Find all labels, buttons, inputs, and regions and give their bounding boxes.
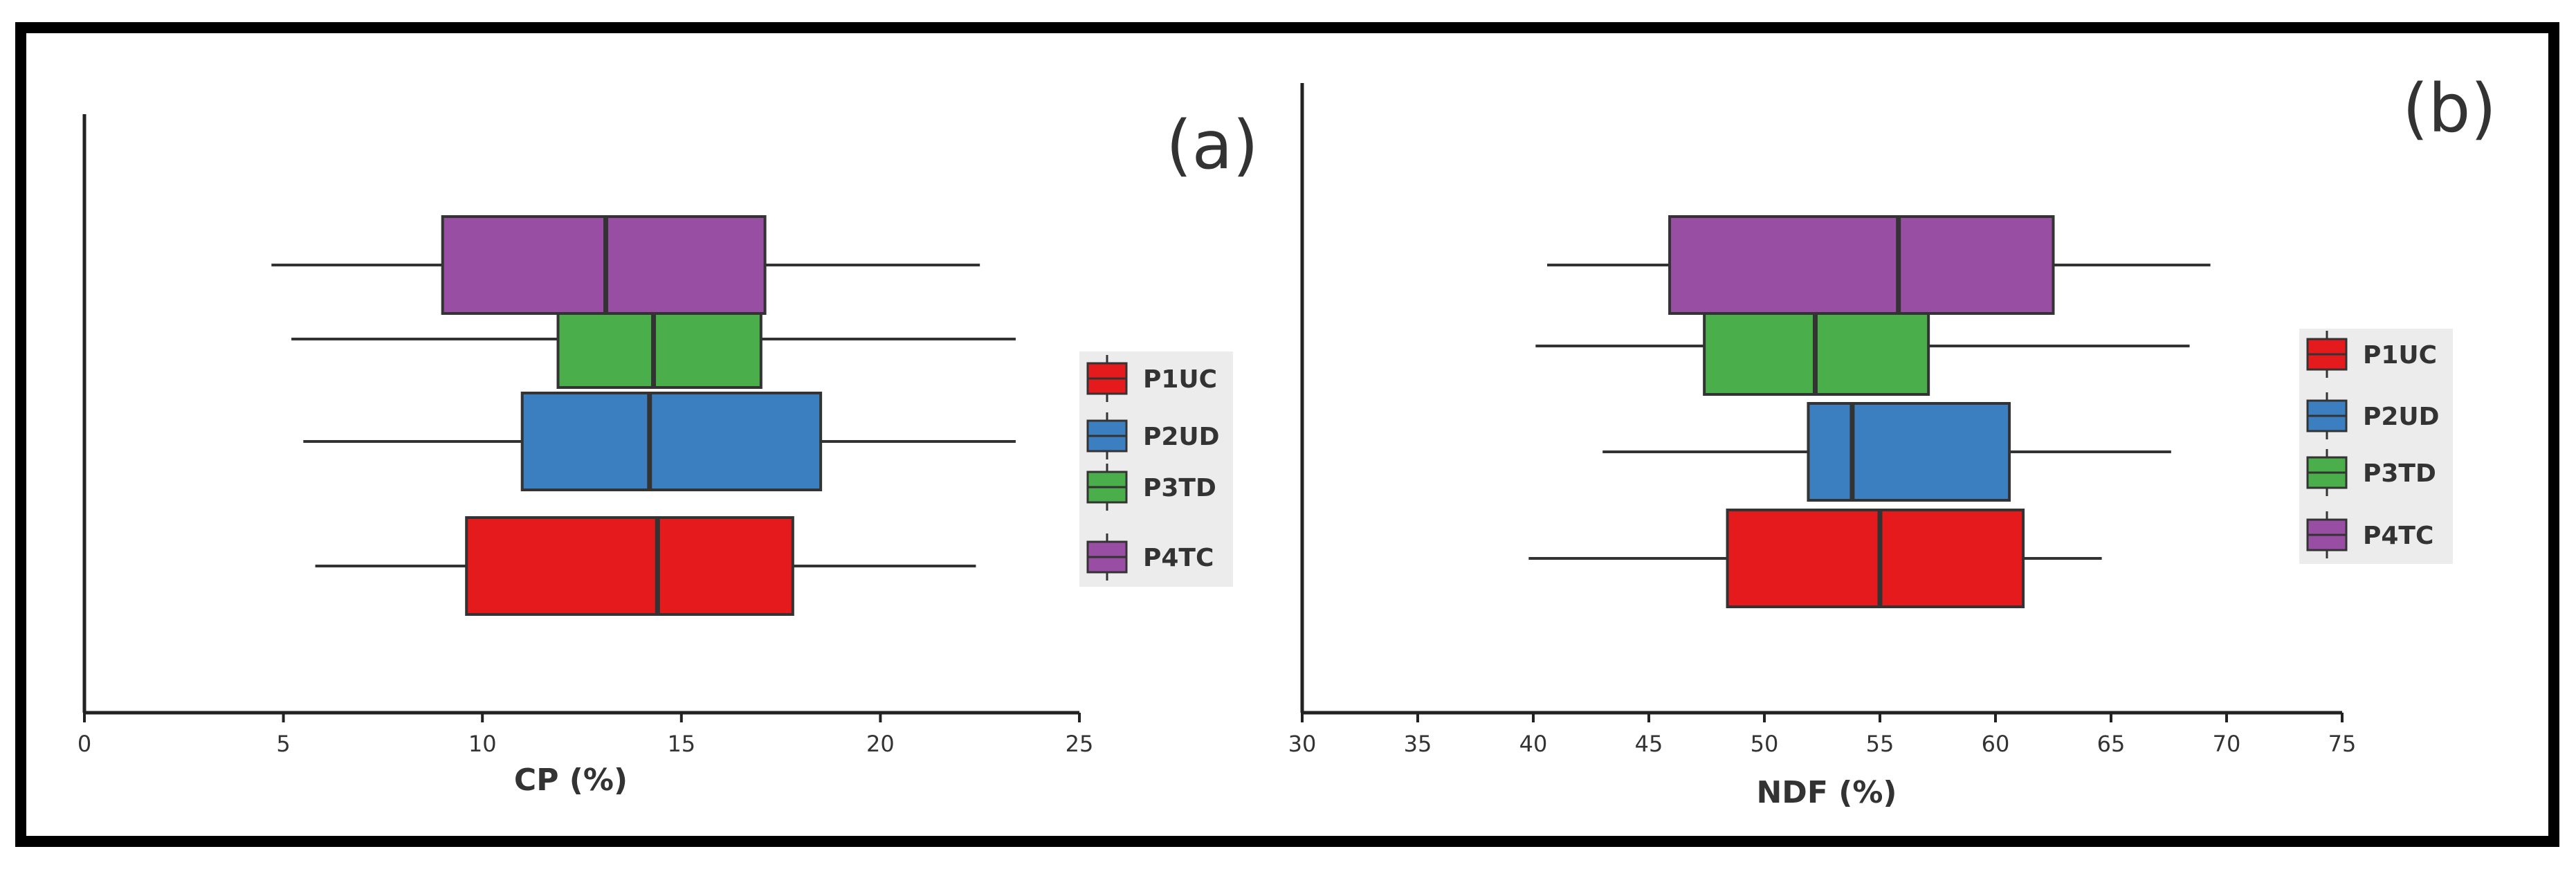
legend-label-P2UD: P2UD bbox=[2363, 403, 2440, 431]
legend-label-P3TD: P3TD bbox=[2363, 459, 2436, 488]
x-tick-label: 35 bbox=[1404, 731, 1432, 757]
box-P2UD bbox=[1807, 402, 2011, 502]
x-axis-label-a: CP (%) bbox=[514, 763, 628, 798]
x-axis-label-b: NDF (%) bbox=[1756, 775, 1897, 810]
panel-a: (a) CP (%) 0 5 10 15 20 25 P1UC P2UD P3TD P4TC bbox=[77, 107, 1259, 798]
x-tick-label: 0 bbox=[77, 731, 91, 757]
panel-b: (b) NDF (%) 30 35 40 45 50 55 60 65 70 75 P1UC P2UD… bbox=[1288, 70, 2496, 810]
x-tick-label: 5 bbox=[276, 731, 290, 757]
x-tick-label: 50 bbox=[1751, 731, 1779, 757]
legend-label-P1UC: P1UC bbox=[1143, 365, 1217, 394]
box-P2UD bbox=[520, 392, 823, 491]
box-P1UC bbox=[465, 516, 794, 616]
x-tick-label: 30 bbox=[1288, 731, 1317, 757]
x-tick-label: 15 bbox=[667, 731, 695, 757]
x-tick-label: 70 bbox=[2213, 731, 2241, 757]
box-P1UC bbox=[1726, 509, 2025, 608]
panel-label-b: (b) bbox=[2402, 70, 2496, 147]
legend-label-P4TC: P4TC bbox=[2363, 522, 2433, 550]
box-P4TC bbox=[1668, 215, 2055, 315]
x-tick-label: 40 bbox=[1519, 731, 1548, 757]
x-tick-label: 65 bbox=[2097, 731, 2126, 757]
x-tick-label: 75 bbox=[2328, 731, 2357, 757]
legend-label-P4TC: P4TC bbox=[1143, 544, 1214, 572]
figure-frame bbox=[15, 22, 2559, 847]
x-tick-label: 10 bbox=[468, 731, 497, 757]
x-tick-label: 55 bbox=[1866, 731, 1894, 757]
panel-label-a: (a) bbox=[1166, 107, 1259, 184]
legend-label-P3TD: P3TD bbox=[1143, 474, 1216, 502]
x-tick-label: 25 bbox=[1066, 731, 1094, 757]
x-tick-label: 60 bbox=[1982, 731, 2010, 757]
x-tick-label: 45 bbox=[1635, 731, 1663, 757]
x-tick-label: 20 bbox=[866, 731, 895, 757]
legend-label-P1UC: P1UC bbox=[2363, 341, 2437, 369]
legend-label-P2UD: P2UD bbox=[1143, 423, 1220, 451]
